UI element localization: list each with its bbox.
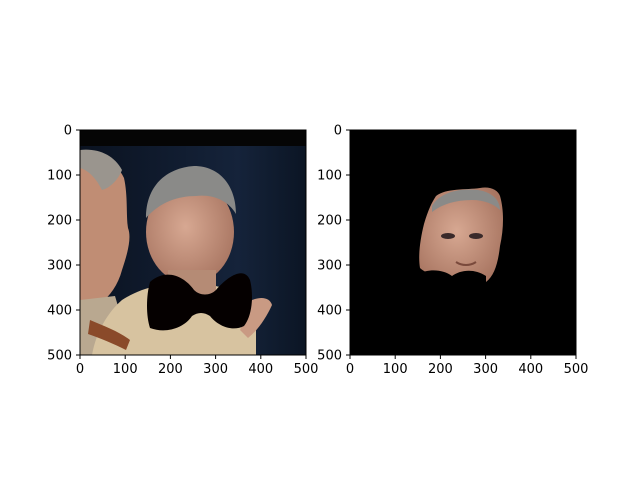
y-tick-label: 0 [334, 124, 342, 139]
x-tick-label: 100 [113, 362, 138, 377]
x-tick-label: 0 [76, 362, 84, 377]
y-tick-label: 500 [47, 349, 72, 364]
x-tick-label: 200 [158, 362, 183, 377]
y-tick-label: 0 [64, 124, 72, 139]
y-tick-label: 500 [317, 349, 342, 364]
x-tick-label: 300 [203, 362, 228, 377]
x-tick-label: 500 [564, 362, 589, 377]
left-image [80, 130, 306, 355]
y-tick-label: 200 [317, 214, 342, 229]
x-tick-label: 200 [428, 362, 453, 377]
y-tick-label: 400 [47, 304, 72, 319]
x-tick-label: 300 [473, 362, 498, 377]
x-tick-label: 0 [346, 362, 354, 377]
y-tick-label: 400 [317, 304, 342, 319]
y-tick-label: 100 [47, 169, 72, 184]
x-tick-label: 500 [294, 362, 319, 377]
y-tick-label: 300 [47, 259, 72, 274]
left-panel: 0 100 200 300 400 500 0 100 200 300 400 500 [47, 124, 318, 378]
x-tick-label: 100 [383, 362, 408, 377]
left-ticks: 0 100 200 300 400 500 0 100 200 300 400 500 [47, 124, 318, 378]
right-ticks: 0 100 200 300 400 500 0 100 200 300 400 500 [317, 124, 588, 378]
y-tick-label: 300 [317, 259, 342, 274]
right-panel: 0 100 200 300 400 500 0 100 200 300 400 500 [317, 124, 588, 378]
y-tick-label: 100 [317, 169, 342, 184]
x-tick-label: 400 [518, 362, 543, 377]
y-tick-label: 200 [47, 214, 72, 229]
x-tick-label: 400 [248, 362, 273, 377]
right-image [350, 130, 576, 355]
